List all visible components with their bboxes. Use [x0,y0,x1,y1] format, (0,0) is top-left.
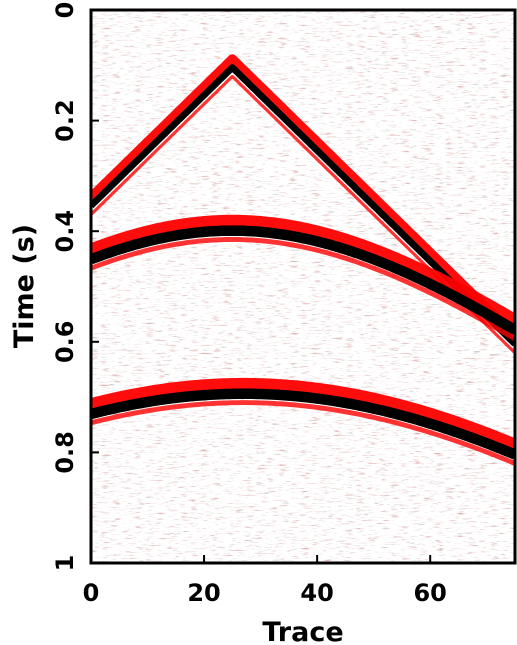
y-tick-label: 0 [51,2,79,19]
event-trailing-lobe [91,237,515,342]
event-negative-lobe [91,377,515,453]
y-axis: 0 0.2 0.4 0.6 0.8 1 [51,2,99,572]
x-tick-label: 40 [300,579,333,607]
x-axis: 0 20 40 60 [83,555,447,607]
y-tick-label: 1 [51,555,79,572]
seismic-events [91,54,515,466]
y-tick-label: 0.2 [51,99,79,142]
y-tick-label: 0.4 [51,210,79,253]
x-tick-label: 0 [83,579,100,607]
y-tick-label: 0.6 [51,321,79,364]
seismic-event-3 [91,377,515,466]
x-tick-label: 20 [187,579,220,607]
x-tick-label: 60 [413,579,446,607]
x-axis-label: Trace [262,617,343,645]
plot-frame [89,8,517,565]
event-trailing-lobe [91,400,515,466]
event-positive-lobe [91,225,515,335]
y-axis-label: Time (s) [9,224,40,348]
seismic-event-2 [91,214,515,342]
event-positive-lobe [91,388,515,460]
y-tick-label: 0.8 [51,431,79,474]
event-negative-lobe [91,54,515,339]
event-negative-lobe [91,214,515,328]
